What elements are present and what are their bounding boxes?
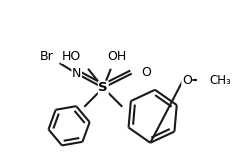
Text: S: S	[99, 81, 108, 94]
Text: Br: Br	[39, 50, 53, 63]
Text: OH: OH	[107, 50, 126, 63]
Text: O: O	[141, 66, 151, 79]
Text: CH₃: CH₃	[210, 74, 231, 87]
Text: HO: HO	[61, 50, 80, 63]
Text: O: O	[182, 74, 192, 87]
Text: N: N	[72, 67, 81, 80]
